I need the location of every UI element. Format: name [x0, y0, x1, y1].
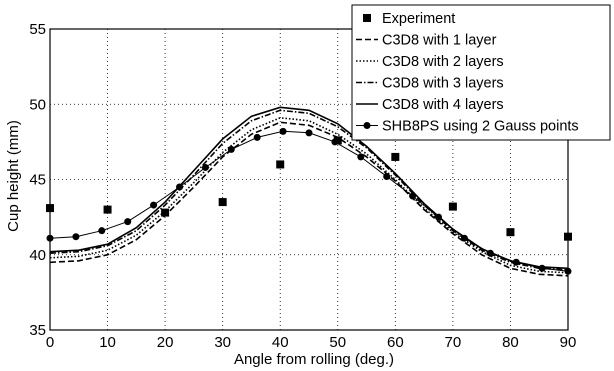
y-tick-label: 40 [29, 247, 46, 264]
plot-frame [49, 28, 569, 331]
series-4-line [49, 109, 569, 271]
y-tick-label: 35 [29, 322, 46, 339]
y-axis-label: Cup height (mm) [5, 120, 22, 232]
series-6-point [409, 192, 417, 200]
legend-label: Experiment [382, 11, 455, 27]
x-tick-label: 70 [445, 334, 462, 351]
series-6-point [253, 133, 261, 141]
legend-label: SHB8PS using 2 Gauss points [382, 119, 579, 135]
x-tick-label: 60 [387, 334, 404, 351]
legend: Experiment C3D8 with 1 layer C3D8 with 2 l… [351, 4, 611, 141]
series-6-point [357, 153, 365, 161]
series-1-point [564, 232, 572, 241]
series-1-point [276, 160, 285, 169]
x-axis-label: Angle from rolling (deg.) [234, 351, 394, 368]
series-6-point [564, 267, 572, 275]
series-6-point [124, 218, 132, 226]
x-tick-label: 80 [502, 334, 519, 351]
series-6-point [486, 249, 494, 257]
series-6-point [227, 145, 235, 153]
legend-marker [363, 122, 371, 129]
series-6-point [46, 234, 54, 242]
x-tick-label: 90 [560, 334, 577, 351]
series-6-point [176, 183, 183, 191]
axis-ticks: 0 10 20 30 40 50 60 70 80 90 35 40 45 50 55 [29, 21, 576, 351]
series-1-point [391, 152, 400, 161]
series-1-point [218, 198, 227, 207]
series-6-point [279, 127, 287, 135]
series-2-line [49, 121, 569, 277]
legend-label: C3D8 with 2 layers [382, 54, 504, 70]
series-6-point [383, 172, 391, 180]
x-tick-label: 0 [46, 334, 54, 351]
y-tick-label: 45 [29, 172, 46, 189]
x-tick-label: 50 [329, 334, 346, 351]
series-1-point [161, 208, 170, 217]
series-6-point [98, 227, 106, 235]
series-6-point [435, 213, 442, 221]
series-6-point [201, 163, 209, 171]
series-1-point [46, 204, 54, 213]
legend-label: C3D8 with 4 layers [382, 97, 504, 113]
x-tick-label: 10 [99, 334, 116, 351]
series-layer [46, 106, 572, 277]
x-tick-label: 40 [272, 334, 289, 351]
y-tick-label: 50 [29, 96, 46, 113]
legend-label: C3D8 with 1 layer [382, 33, 497, 49]
y-tick-label: 55 [29, 21, 46, 38]
series-1-point [103, 205, 112, 214]
series-6-point [331, 138, 339, 146]
series-1-point [448, 202, 457, 211]
legend-box [351, 4, 611, 141]
series-3-line [49, 116, 569, 274]
series-6-point [150, 201, 158, 209]
series-1-point [506, 228, 515, 237]
x-tick-label: 20 [157, 334, 174, 351]
x-tick-label: 30 [214, 334, 231, 351]
series-6-point [512, 258, 520, 266]
legend-label: C3D8 with 3 layers [382, 76, 504, 92]
series-6-point [305, 129, 313, 137]
series-6-point [72, 233, 80, 241]
series-6-point [460, 234, 468, 242]
legend-marker [363, 14, 371, 22]
series-6-point [538, 264, 546, 272]
